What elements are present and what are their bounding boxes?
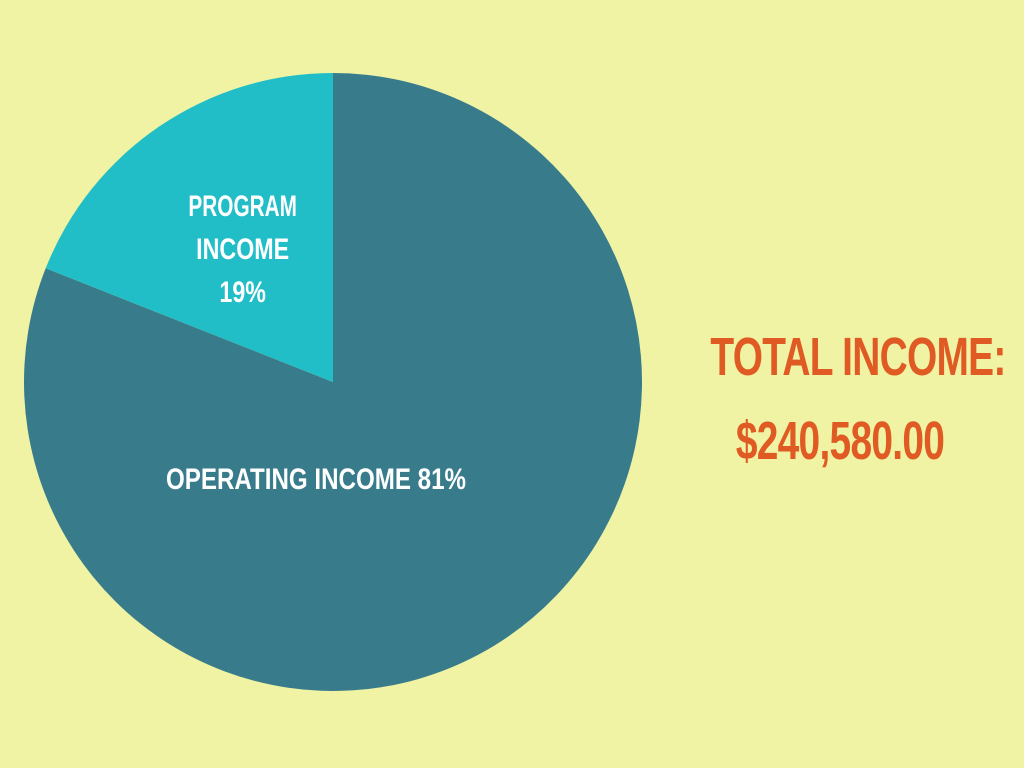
pie-slice-label-0: OPERATING INCOME 81% (166, 463, 466, 496)
pie-chart: OPERATING INCOME 81%PROGRAM INCOME 19% (0, 0, 680, 768)
total-income-summary: TOTAL INCOME: $240,580.00 (660, 330, 1020, 468)
total-income-value: $240,580.00 (710, 414, 969, 468)
total-income-label: TOTAL INCOME: (710, 330, 969, 384)
